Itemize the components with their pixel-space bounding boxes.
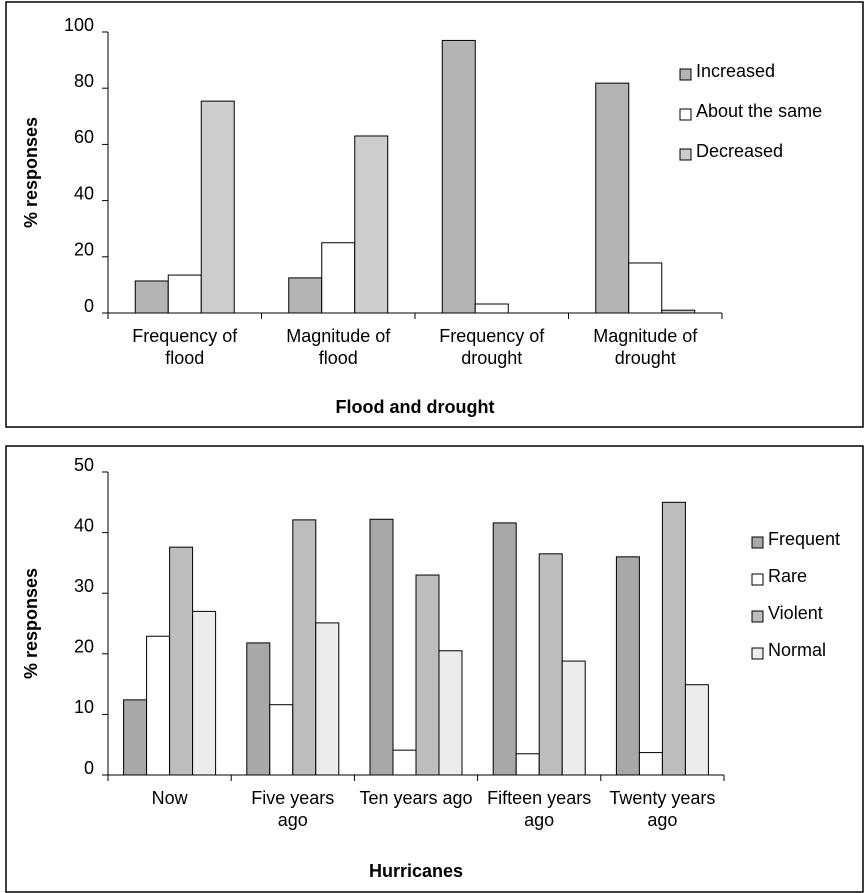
bar [561, 660, 586, 776]
x-tick-label: Fifteen years ago [487, 788, 592, 830]
bar [615, 556, 640, 776]
bar [628, 262, 663, 314]
x-axis-title: Flood and drought [336, 397, 495, 417]
y-tick-label: 50 [74, 455, 94, 475]
y-tick-label: 20 [74, 637, 94, 657]
y-tick-label: 80 [74, 71, 94, 91]
bar [638, 752, 663, 776]
bar [123, 699, 148, 776]
y-tick-label: 40 [74, 183, 94, 203]
bar [684, 684, 709, 776]
y-tick-label: 100 [64, 15, 94, 35]
bar [392, 749, 417, 776]
legend-swatch [679, 108, 692, 121]
legend-label: Frequent [768, 529, 840, 549]
y-tick-label: 30 [74, 576, 94, 596]
x-tick-label: Now [151, 788, 188, 808]
bar [515, 753, 540, 776]
bar [134, 280, 169, 314]
frame [5, 445, 864, 893]
legend-label: Normal [768, 640, 826, 660]
legend-swatch [751, 573, 764, 586]
frame [5, 1, 864, 428]
bar [538, 553, 563, 776]
y-tick-label: 40 [74, 515, 94, 535]
legend-label: About the same [696, 101, 822, 121]
y-axis-title: % responses [21, 568, 41, 679]
legend-swatch [751, 647, 764, 660]
bar [492, 522, 517, 776]
legend-swatch [679, 68, 692, 81]
x-tick-label: Frequency of flood [132, 326, 238, 368]
bar [438, 650, 463, 776]
bar [661, 309, 696, 314]
bar [474, 303, 509, 314]
bar [315, 622, 340, 776]
bar [167, 274, 202, 314]
legend-swatch [751, 610, 764, 623]
bar [292, 519, 317, 776]
y-tick-label: 0 [84, 296, 94, 316]
bar [192, 610, 217, 776]
legend-label: Rare [768, 566, 807, 586]
bar [595, 82, 630, 314]
x-tick-label: Magnitude of flood [286, 326, 391, 368]
bar [169, 546, 194, 776]
bar [246, 642, 271, 776]
x-tick-label: Magnitude of drought [593, 326, 698, 368]
y-tick-label: 60 [74, 127, 94, 147]
bar [146, 635, 171, 776]
bar [354, 135, 389, 314]
bar [288, 277, 323, 314]
x-tick-label: Twenty years ago [609, 788, 716, 830]
bar [200, 100, 235, 314]
y-axis-title: % responses [21, 117, 41, 228]
y-tick-label: 10 [74, 697, 94, 717]
x-tick-label: Frequency of drought [439, 326, 545, 368]
y-tick-label: 0 [84, 758, 94, 778]
bar [441, 39, 476, 314]
bar [369, 518, 394, 776]
y-tick-label: 20 [74, 240, 94, 260]
legend-label: Increased [696, 61, 775, 81]
x-tick-label: Ten years ago [359, 788, 473, 808]
x-axis-title: Hurricanes [369, 861, 463, 881]
bar [415, 574, 440, 776]
legend-swatch [751, 536, 764, 549]
legend-swatch [679, 148, 692, 161]
bar [661, 501, 686, 776]
legend-label: Decreased [696, 141, 783, 161]
bar [321, 242, 356, 314]
bar [269, 704, 294, 776]
x-tick-label: Five years ago [251, 788, 335, 830]
legend-label: Violent [768, 603, 823, 623]
